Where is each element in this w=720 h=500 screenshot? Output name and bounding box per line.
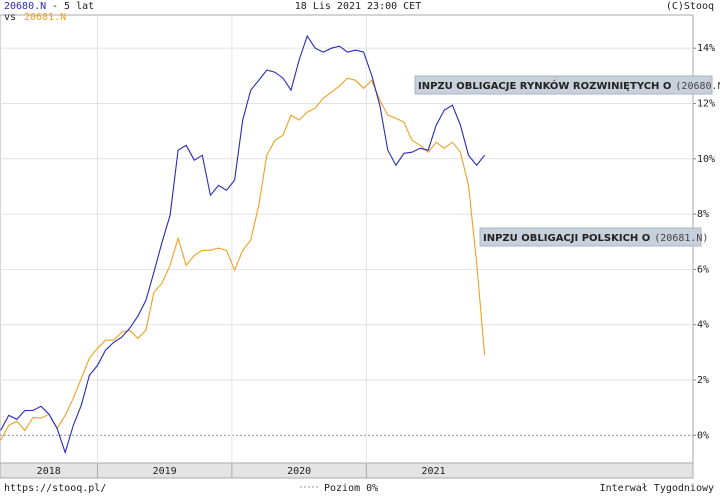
series-label: INPZU OBLIGACJI POLSKICH O (20681.N): [483, 233, 708, 244]
y-tick-label: 8%: [697, 209, 709, 220]
header-series-code: 20681.N: [24, 12, 66, 23]
y-tick-label: 2%: [697, 375, 709, 386]
x-tick-label: 2020: [287, 466, 311, 477]
lines: [0, 34, 486, 455]
series-name: INPZU OBLIGACJE RYNKÓW ROZWINIĘTYCH O: [418, 79, 671, 92]
x-tick-label: 2021: [421, 466, 445, 477]
header-period: - 5 lat: [52, 1, 94, 12]
y-tick-label: 10%: [697, 154, 715, 165]
series-line: [0, 77, 486, 441]
grid: [0, 15, 696, 478]
y-tick-label: 12%: [697, 98, 715, 109]
header-date: 18 Lis 2021 23:00 CET: [295, 1, 421, 12]
series-name: INPZU OBLIGACJI POLSKICH O: [483, 233, 650, 244]
series-label-box: [479, 227, 702, 247]
series-code: (20680.N): [675, 81, 720, 92]
y-tick-label: 6%: [697, 264, 709, 275]
header-series-code: 20680.N: [4, 1, 46, 12]
header-copyright: (C)Stooq: [666, 1, 714, 12]
y-tick-label: 0%: [697, 430, 709, 441]
x-tick-label: 2018: [37, 466, 61, 477]
footer-interval: Interwał Tygodniowy: [600, 483, 714, 494]
year-strip: [0, 462, 694, 479]
y-tick-label: 14%: [697, 43, 715, 54]
series-label: INPZU OBLIGACJE RYNKÓW ROZWINIĘTYCH O (20…: [418, 79, 720, 92]
series-code: (20681.N): [654, 233, 708, 244]
footer-url: https://stooq.pl/: [4, 483, 106, 494]
footer-zero-line: Poziom 0%: [324, 483, 378, 494]
x-tick-label: 2019: [153, 466, 177, 477]
series-line: [0, 34, 486, 455]
series-label-box: [414, 75, 713, 95]
y-tick-label: 4%: [697, 320, 709, 331]
series-labels: INPZU OBLIGACJE RYNKÓW ROZWINIĘTYCH O (20…: [414, 75, 720, 247]
header-vs: vs: [4, 12, 16, 23]
